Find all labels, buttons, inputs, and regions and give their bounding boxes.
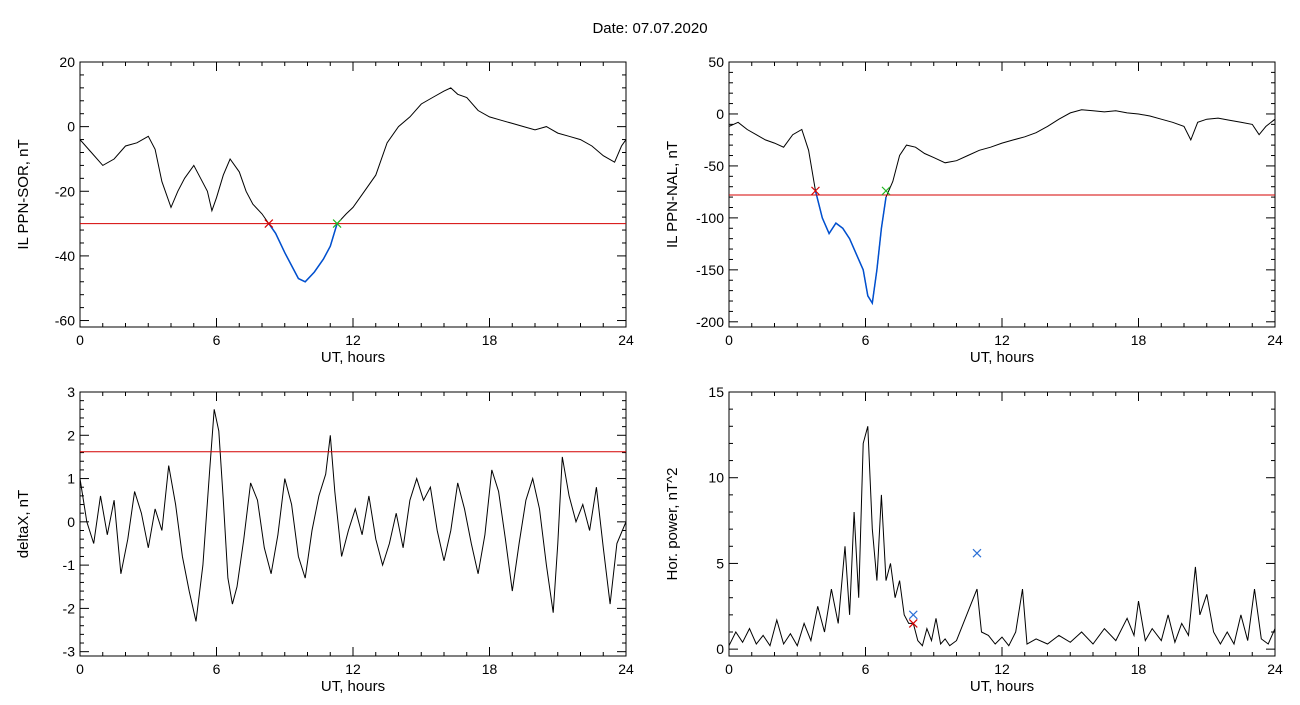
x-tick-label: 24 [618, 661, 634, 677]
x-tick-label: 0 [725, 332, 733, 348]
series-line [80, 87, 626, 283]
y-tick-label: -40 [55, 248, 75, 264]
marker-stroke [972, 548, 982, 558]
y-axis-label: IL PPN-NAL, nT [664, 141, 681, 248]
y-axis-label: deltaX, nT [15, 490, 32, 558]
y-tick-label: 0 [716, 641, 724, 657]
y-tick-label: 3 [67, 384, 75, 400]
y-tick-label: -2 [63, 600, 76, 616]
marker-stroke [332, 219, 342, 229]
x-tick-label: 12 [345, 332, 361, 348]
y-tick-label: -150 [696, 262, 724, 278]
series-line [80, 409, 626, 622]
chart-nal: 0 6 12 18 24 -200 -150 -100 -50 0 50 UT, hours IL PP… [664, 54, 1283, 366]
x-tick-label: 18 [1131, 661, 1147, 677]
x-axis-label: UT, hours [321, 678, 385, 695]
marker-stroke [881, 186, 891, 196]
x-tick-label: 6 [213, 661, 221, 677]
x-tick-label: 24 [1267, 661, 1283, 677]
y-tick-label: 15 [708, 384, 724, 400]
y-tick-label: 1 [67, 471, 75, 487]
marker-x [264, 219, 274, 229]
highlight-segment [814, 190, 887, 306]
y-tick-label: -50 [704, 158, 724, 174]
x-tick-label: 6 [213, 332, 221, 348]
y-axis-label: Hor. power, nT^2 [664, 468, 681, 581]
y-tick-label: -3 [63, 644, 76, 660]
x-tick-label: 12 [994, 332, 1010, 348]
chart-power: 0 6 12 18 24 0 5 10 15 UT, hours Hor. power, nT^2 [664, 384, 1283, 695]
series-line [729, 109, 1275, 305]
y-tick-label: -60 [55, 313, 75, 329]
y-axis-label: IL PPN-SOR, nT [15, 139, 32, 249]
y-tick-label: 5 [716, 555, 724, 571]
x-tick-label: 12 [994, 661, 1010, 677]
plot-frame [79, 61, 627, 328]
marker-x [972, 548, 982, 558]
marker-stroke [908, 619, 918, 628]
marker-x [881, 186, 891, 196]
marker-stroke [908, 610, 918, 620]
x-tick-label: 12 [345, 661, 361, 677]
x-tick-label: 18 [482, 332, 498, 348]
x-tick-label: 0 [76, 332, 84, 348]
y-tick-label: 20 [59, 54, 75, 70]
x-tick-label: 0 [76, 661, 84, 677]
x-axis-label: UT, hours [970, 678, 1034, 695]
x-tick-label: 18 [1131, 332, 1147, 348]
y-tick-label: 0 [67, 119, 75, 135]
y-tick-label: 50 [708, 54, 724, 70]
x-tick-label: 18 [482, 661, 498, 677]
x-axis-label: UT, hours [321, 349, 385, 366]
marker-stroke [811, 186, 820, 196]
y-tick-label: 0 [67, 514, 75, 530]
chart-sor: 0 6 12 18 24 -60 -40 -20 0 20 UT, hours IL PPN-SOR,… [15, 54, 634, 366]
x-tick-label: 24 [618, 332, 634, 348]
y-tick-label: 10 [708, 470, 724, 486]
x-tick-label: 0 [725, 661, 733, 677]
y-tick-label: -100 [696, 210, 724, 226]
y-tick-label: 2 [67, 427, 75, 443]
marker-x [908, 619, 918, 628]
marker-x [332, 219, 342, 229]
plot-frame [728, 61, 1276, 328]
y-tick-label: 0 [716, 106, 724, 122]
marker-x [811, 186, 820, 196]
figure-title: Date: 07.07.2020 [592, 20, 708, 37]
highlight-segment [268, 223, 338, 283]
marker-x [908, 610, 918, 620]
x-tick-label: 6 [862, 332, 870, 348]
plot-frame [728, 391, 1276, 657]
series-line [729, 426, 1275, 647]
x-tick-label: 6 [862, 661, 870, 677]
y-tick-label: -200 [696, 314, 724, 330]
x-axis-label: UT, hours [970, 349, 1034, 366]
plot-frame [79, 391, 627, 657]
y-tick-label: -1 [63, 557, 76, 573]
marker-stroke [264, 219, 274, 229]
x-tick-label: 24 [1267, 332, 1283, 348]
y-tick-label: -20 [55, 183, 75, 199]
